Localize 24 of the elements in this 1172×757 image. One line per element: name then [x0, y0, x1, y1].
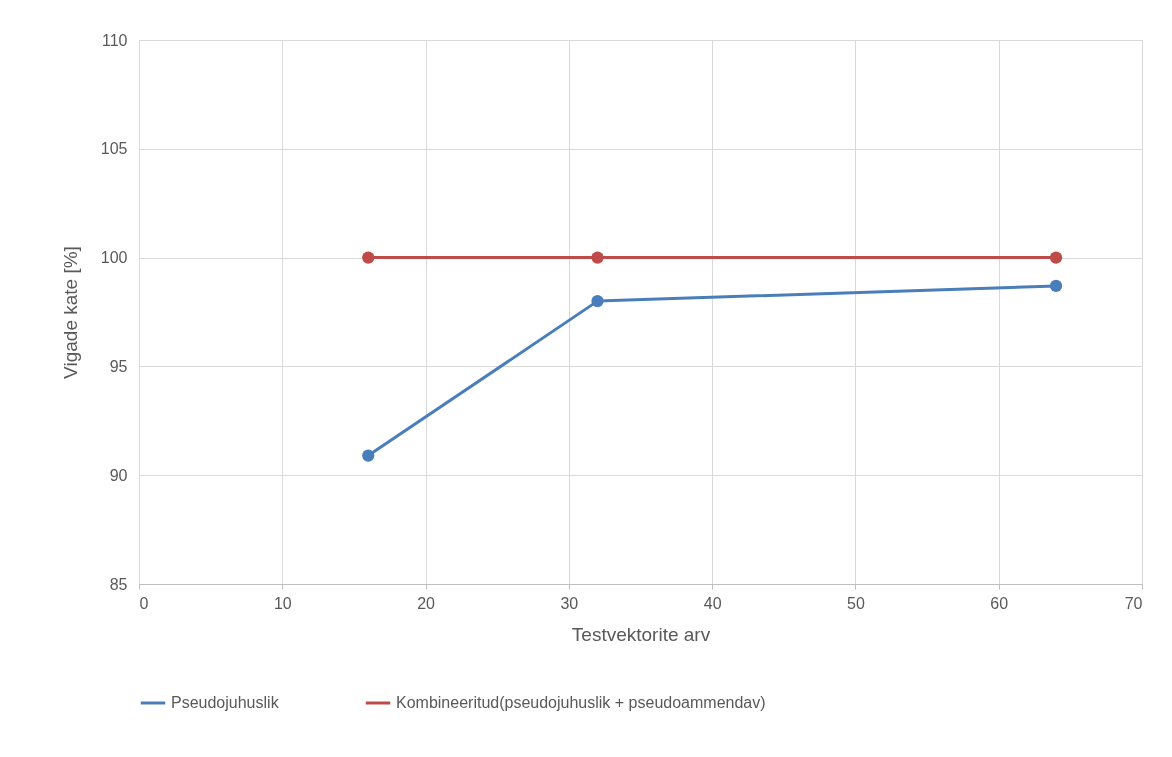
- x-tick-label: 50: [847, 594, 865, 612]
- y-tick-label: 95: [109, 357, 128, 375]
- point: [1049, 251, 1063, 264]
- point: [362, 251, 375, 264]
- point: [591, 295, 604, 308]
- x-tick-label: 70: [1124, 594, 1143, 612]
- y-axis-title: Vigade kate [%]: [59, 246, 81, 379]
- legend-label: Pseudojuhuslik: [171, 694, 280, 711]
- x-tick-label: 30: [560, 594, 579, 612]
- legend-label: Kombineeritud(pseudojuhuslik + pseudoammendav): [396, 694, 766, 711]
- x-tick-label: 20: [417, 594, 436, 612]
- x-axis-title: Testvektorite arv: [571, 623, 711, 645]
- y-tick-label: 85: [109, 575, 128, 593]
- y-tick-label: 105: [100, 140, 128, 158]
- x-tick-label: 0: [139, 594, 149, 612]
- x-tick-label: 40: [703, 594, 722, 612]
- y-tick-label: 90: [109, 466, 128, 484]
- x-tick-label: 60: [990, 594, 1009, 612]
- y-tick-label: 100: [100, 249, 128, 267]
- point: [362, 449, 375, 462]
- y-tick-label: 110: [101, 31, 128, 49]
- x-tick-label: 10: [273, 594, 292, 612]
- point: [591, 251, 604, 264]
- point: [1049, 279, 1063, 292]
